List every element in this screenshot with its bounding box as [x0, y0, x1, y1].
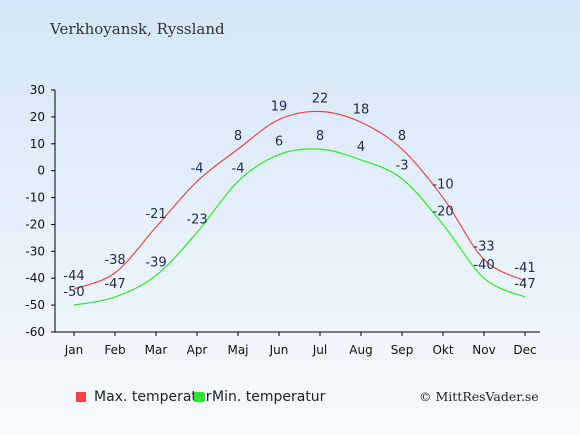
credit-text: © MittResVader.se [419, 389, 539, 404]
data-label-max: -38 [104, 253, 125, 268]
legend-label-min: Min. temperatur [212, 389, 326, 405]
y-tick-label: -60 [25, 325, 45, 339]
data-label-min: -47 [104, 277, 125, 292]
x-tick-label: Maj [227, 343, 248, 357]
data-label-max: -44 [63, 269, 84, 284]
data-label-min: -20 [432, 204, 453, 219]
y-tick-label: 10 [30, 137, 45, 151]
data-label-min: -23 [186, 213, 207, 228]
data-label-max: 22 [312, 92, 329, 107]
y-tick-label: -50 [25, 298, 45, 312]
data-label-min: -47 [514, 277, 535, 292]
data-label-max: -4 [191, 161, 204, 176]
legend-item-min: Min. temperatur [194, 389, 325, 405]
data-label-max: 8 [234, 129, 242, 144]
x-tick-label: Jan [64, 343, 84, 357]
data-label-min: -40 [473, 258, 494, 273]
y-tick-label: -40 [25, 271, 45, 285]
x-tick-label: Okt [432, 343, 453, 357]
data-label-min: 8 [316, 129, 324, 144]
data-label-max: -10 [432, 178, 453, 193]
x-tick-label: Dec [513, 343, 536, 357]
legend-swatch-max [76, 392, 86, 402]
chart-title: Verkhoyansk, Ryssland [50, 20, 225, 38]
data-label-max: -21 [145, 207, 166, 222]
data-label-max: -41 [514, 261, 535, 276]
data-label-max: 19 [271, 100, 288, 115]
y-tick-label: -20 [25, 217, 45, 231]
data-label-min: -50 [63, 285, 84, 300]
series-line-min [73, 148, 526, 306]
legend-label-max: Max. temperatur [94, 389, 212, 405]
data-label-min: 4 [357, 140, 365, 155]
series-line-max [73, 110, 526, 290]
x-tick-label: Apr [187, 343, 208, 357]
data-label-min: 6 [275, 135, 283, 150]
data-label-max: 8 [398, 129, 406, 144]
x-tick-label: Jul [312, 343, 327, 357]
data-label-max: -33 [473, 239, 494, 254]
y-tick-label: -30 [25, 244, 45, 258]
y-tick-label: 0 [37, 164, 45, 178]
legend-swatch-min [194, 392, 204, 402]
data-label-min: -3 [396, 159, 409, 174]
y-tick-label: 20 [30, 110, 45, 124]
x-tick-label: Aug [349, 343, 372, 357]
x-tick-label: Sep [391, 343, 414, 357]
y-tick-label: 30 [30, 83, 45, 97]
data-label-min: -39 [145, 256, 166, 271]
x-tick-label: Mar [145, 343, 168, 357]
x-tick-label: Feb [104, 343, 125, 357]
legend-item-max: Max. temperatur [76, 389, 212, 405]
x-tick-label: Nov [472, 343, 495, 357]
data-label-min: -4 [232, 161, 245, 176]
data-label-max: 18 [353, 102, 370, 117]
x-tick-label: Jun [269, 343, 289, 357]
y-tick-label: -10 [25, 191, 45, 205]
